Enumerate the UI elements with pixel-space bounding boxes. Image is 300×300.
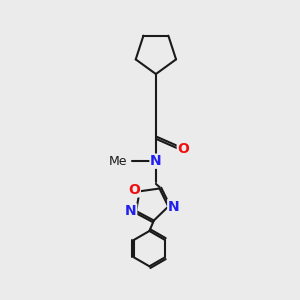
Text: Me: Me: [109, 155, 127, 168]
Text: N: N: [168, 200, 179, 214]
Text: N: N: [150, 154, 162, 168]
Text: N: N: [125, 204, 136, 218]
Text: O: O: [128, 183, 140, 197]
Text: O: O: [177, 142, 189, 155]
